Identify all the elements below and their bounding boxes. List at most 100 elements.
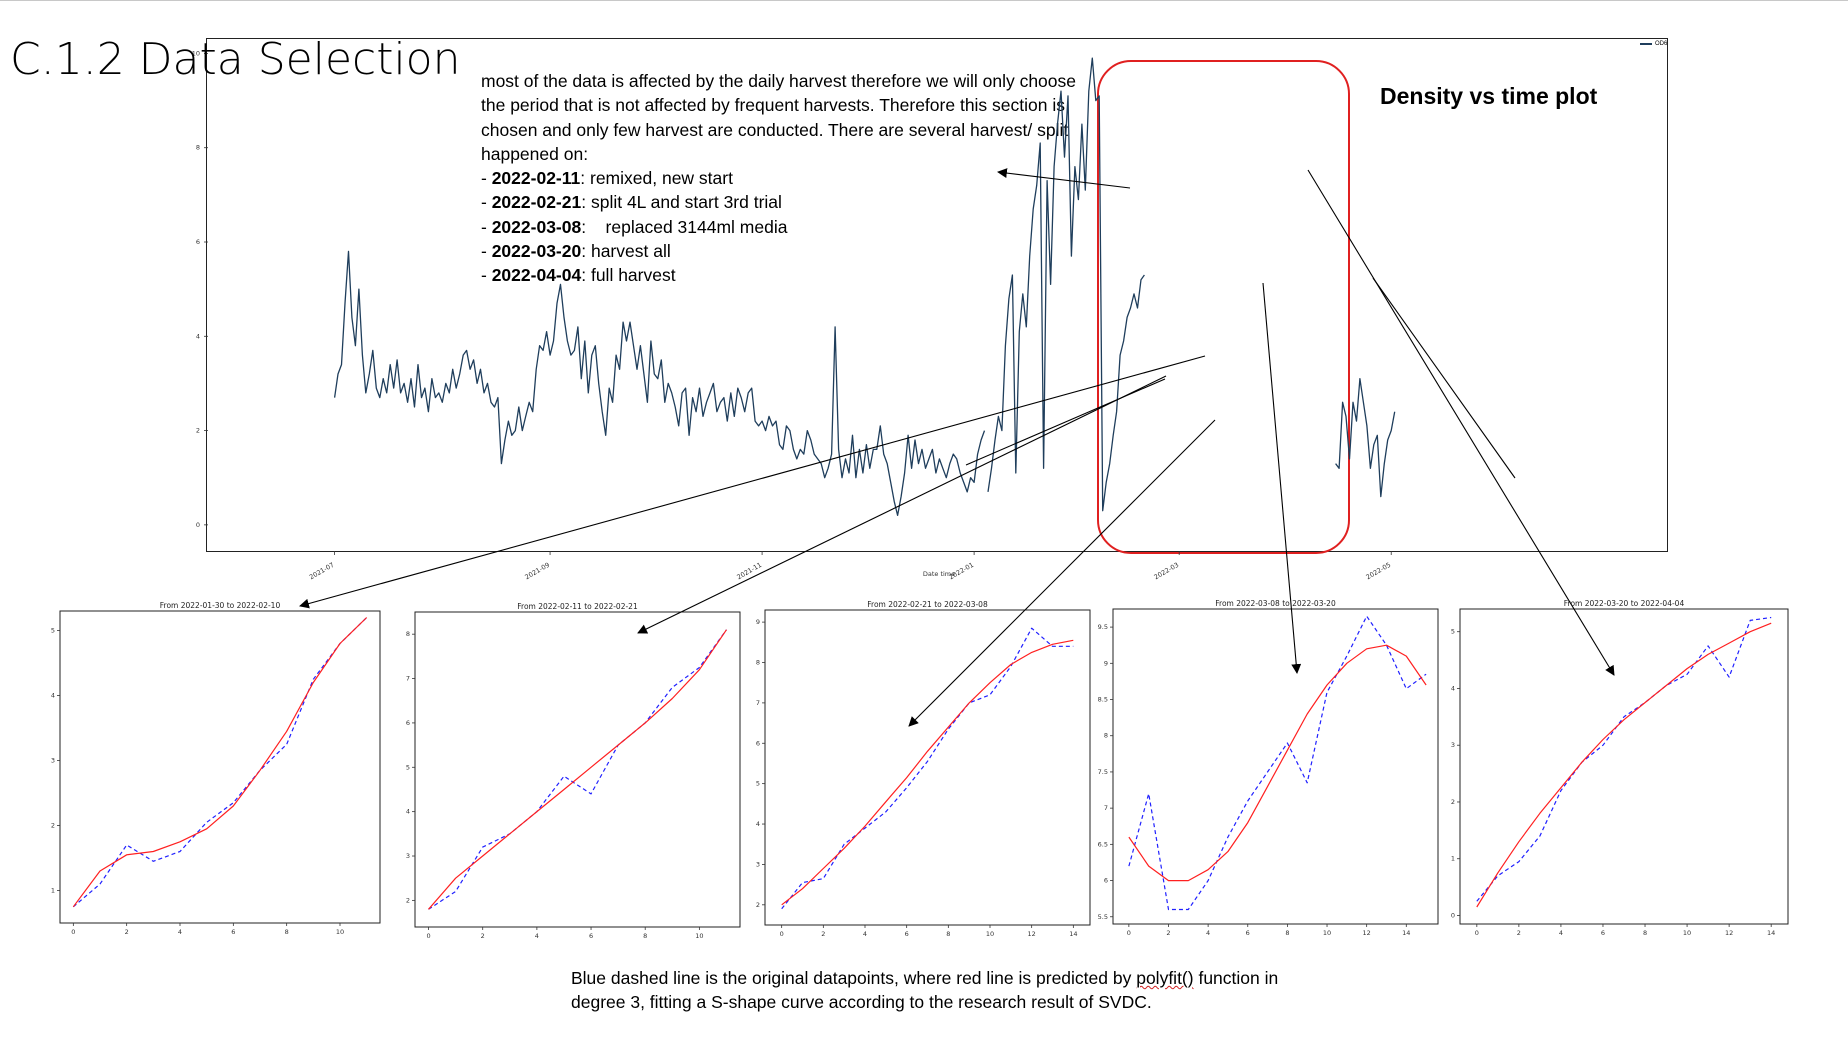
- harvest-event-date: 2022-02-21: [491, 192, 582, 213]
- polyfit-line: [781, 639, 1074, 906]
- harvest-event-date: 2022-04-04: [491, 265, 582, 286]
- main-y-tick-label: 4: [196, 332, 200, 340]
- subplot-x-tick-label: 8: [643, 932, 647, 940]
- harvest-event-date: 2022-02-11: [491, 168, 581, 189]
- main-chart-frame: [206, 38, 1668, 552]
- subplot-y-tick-label: 2: [756, 901, 760, 909]
- subplot-x-tick-label: 6: [1246, 929, 1250, 937]
- subplot-2: From 2022-02-11 to 2022-02-21 0 2 4 6 8 10 2 3 4 5…: [406, 602, 741, 940]
- subplot-y-tick-label: 2: [406, 896, 410, 904]
- subplot-y-tick-label: 8: [1104, 732, 1108, 740]
- harvest-note: most of the data is affected by the dail…: [481, 69, 1081, 288]
- subplot-y-tick-label: 4: [51, 692, 55, 700]
- subplot-x-tick-label: 8: [946, 930, 950, 938]
- annotation-arrows: [299, 168, 1615, 727]
- subplot-x-tick-label: 10: [1323, 929, 1331, 937]
- subplot-y-tick-label: 4: [406, 808, 410, 816]
- density-plot-title: Density vs time plot: [1380, 83, 1598, 109]
- harvest-note-intro: most of the data is affected by the dail…: [481, 71, 1076, 164]
- subplot-title: From 2022-02-21 to 2022-03-08: [867, 600, 988, 609]
- subplot-y-tick-label: 6: [756, 739, 760, 747]
- subplot-y-tick-label: 1: [51, 887, 55, 895]
- subplot-frame: [764, 609, 1091, 926]
- harvest-event-text: : full harvest: [581, 265, 676, 286]
- subplot-y-tick-label: 9: [1104, 659, 1108, 667]
- subplot-y-tick-label: 2: [51, 822, 55, 830]
- main-y-tick-label: 10: [192, 49, 200, 57]
- subplot-x-tick-label: 2: [1166, 929, 1170, 937]
- harvest-event-text: : split 4L and start 3rd trial: [581, 192, 782, 213]
- subplot-x-tick-label: 12: [1725, 929, 1733, 937]
- original-datapoints-line: [428, 629, 727, 910]
- main-x-tick-label: 2022-03: [1153, 561, 1181, 582]
- harvest-event-list: - 2022-02-11: remixed, new start - 2022-…: [481, 166, 1081, 287]
- subplot-x-tick-label: 0: [1127, 929, 1131, 937]
- subplot-x-tick-label: 0: [426, 932, 430, 940]
- main-x-tick-label: 2021-09: [524, 561, 552, 582]
- harvest-event: - 2022-02-21: split 4L and start 3rd tri…: [481, 192, 782, 213]
- subplot-x-tick-label: 8: [1643, 929, 1647, 937]
- annotation-connector: [1372, 277, 1516, 479]
- subplot-y-tick-label: 8.5: [1098, 696, 1108, 704]
- subplot-title: From 2022-02-11 to 2022-02-21: [517, 602, 638, 611]
- subplot-y-tick-label: 3: [406, 852, 410, 860]
- harvest-event-text: : remixed, new start: [580, 168, 733, 189]
- subplot-5: From 2022-03-20 to 2022-04-040 2 4 6 8 10 12 14…: [1451, 599, 1789, 937]
- legend-label: OD6: [1655, 41, 1668, 47]
- subplot-x-tick-label: 10: [986, 930, 994, 938]
- subplot-y-tick-label: 5: [51, 627, 55, 635]
- subplot-y-tick-label: 5: [1451, 628, 1455, 636]
- subplot-x-tick-label: 10: [1683, 929, 1691, 937]
- annotation-arrow: [908, 419, 1216, 727]
- subplot-x-tick-label: 2: [1517, 929, 1521, 937]
- subplot-frame: [59, 610, 381, 924]
- subplot-y-tick-label: 3: [51, 757, 55, 765]
- subplot-y-tick-label: 9: [756, 618, 760, 626]
- subplot-x-tick-label: 2: [481, 932, 485, 940]
- subplot-x-tick-label: 6: [231, 928, 235, 936]
- harvest-event-text: : replaced 3144ml media: [581, 216, 788, 237]
- density-series-line: [1335, 378, 1396, 498]
- polyfit-line: [72, 617, 368, 908]
- polyfit-line: [1128, 644, 1427, 882]
- polyfit-line: [1476, 622, 1772, 908]
- subplot-x-tick-label: 0: [780, 930, 784, 938]
- main-x-tick-label: 2022-05: [1365, 561, 1393, 582]
- main-y-tick-label: 8: [196, 144, 200, 152]
- subplot-x-tick-label: 6: [589, 932, 593, 940]
- top-rule: [0, 0, 1848, 1]
- subplot-title: From 2022-03-08 to 2022-03-20: [1215, 599, 1336, 608]
- subplot-1: From 2022-01-30 to 2022-02-100 2 4 6 8 101234…: [51, 601, 381, 936]
- main-y-tick-label: 2: [196, 427, 200, 435]
- subplot-y-tick-label: 2: [1451, 798, 1455, 806]
- subplot-x-tick-label: 4: [1559, 929, 1563, 937]
- main-y-tick-label: 0: [196, 521, 200, 529]
- harvest-event: - 2022-03-08: replaced 3144ml media: [481, 216, 788, 237]
- subplot-x-tick-label: 6: [905, 930, 909, 938]
- subplot-y-tick-label: 4: [1451, 684, 1455, 692]
- subplot-y-tick-label: 6.5: [1098, 840, 1108, 848]
- subplot-y-tick-label: 3: [756, 860, 760, 868]
- subplot-y-tick-label: 7: [406, 675, 410, 683]
- subplot-x-tick-label: 10: [695, 932, 703, 940]
- subplot-x-tick-label: 2: [821, 930, 825, 938]
- subplot-y-tick-label: 3: [1451, 741, 1455, 749]
- caption-function-name: polyfit(): [1136, 968, 1194, 988]
- annotation-arrow: [1307, 169, 1615, 676]
- annotation-arrow: [637, 375, 1167, 634]
- annotation-arrow: [299, 355, 1206, 609]
- slide-title: C.1.2 Data Selection: [10, 34, 461, 85]
- annotation-arrow: [1262, 282, 1302, 674]
- subplot-y-tick-label: 5: [406, 763, 410, 771]
- main-y-tick-label: 6: [196, 238, 200, 246]
- original-datapoints-line: [72, 617, 368, 908]
- original-datapoints-line: [1128, 615, 1427, 911]
- subplot-y-tick-label: 8: [406, 630, 410, 638]
- caption-part2: function in degree 3, fitting a S-shape …: [571, 968, 1279, 1012]
- subplot-4: From 2022-03-08 to 2022-03-20 0 2 4 6 8 10 12 14…: [1098, 599, 1439, 937]
- subplot-y-tick-label: 1: [1451, 855, 1455, 863]
- subplot-x-tick-label: 4: [535, 932, 539, 940]
- subplot-x-tick-label: 8: [285, 928, 289, 936]
